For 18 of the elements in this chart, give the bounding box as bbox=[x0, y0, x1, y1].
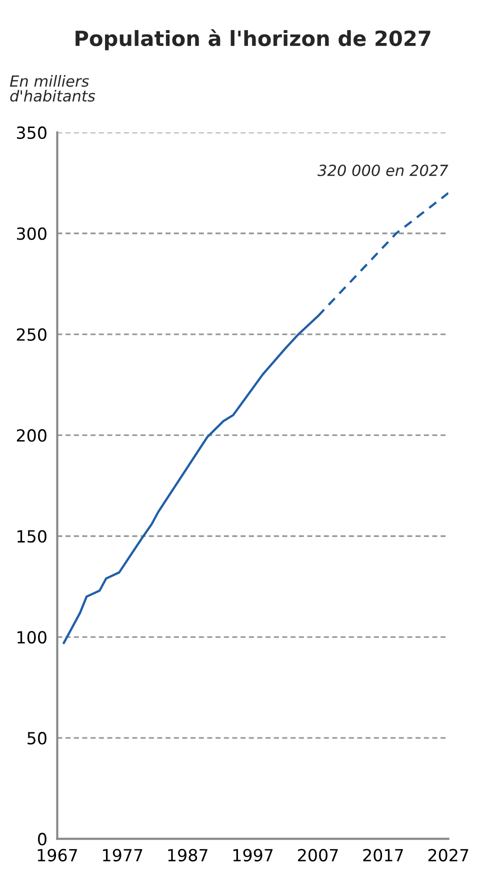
x-tick-label: 1987 bbox=[168, 848, 208, 862]
y-tick-label: 50 bbox=[28, 732, 46, 745]
y-tick-label: 0 bbox=[38, 832, 46, 846]
x-tick-label: 1967 bbox=[38, 848, 78, 862]
y-tick-label: 350 bbox=[16, 126, 46, 140]
y-tick-label: 300 bbox=[16, 227, 46, 240]
chart-title: Population à l'horizon de 2027 bbox=[76, 29, 430, 50]
y-axis-title: En milliers d'habitants bbox=[10, 75, 96, 102]
y-tick-label: 100 bbox=[18, 630, 46, 644]
x-tick-label: 1997 bbox=[233, 848, 273, 862]
x-tick-label: 2007 bbox=[298, 848, 338, 862]
x-tick-label: 1977 bbox=[103, 848, 142, 862]
y-tick-label: 200 bbox=[16, 429, 46, 442]
x-tick-label: 2027 bbox=[428, 848, 468, 862]
annotation: 320 000 en 2027 bbox=[318, 164, 448, 176]
y-tick-label: 150 bbox=[18, 530, 46, 543]
y-tick-label: 250 bbox=[16, 328, 46, 341]
x-tick-label: 2017 bbox=[363, 848, 403, 862]
